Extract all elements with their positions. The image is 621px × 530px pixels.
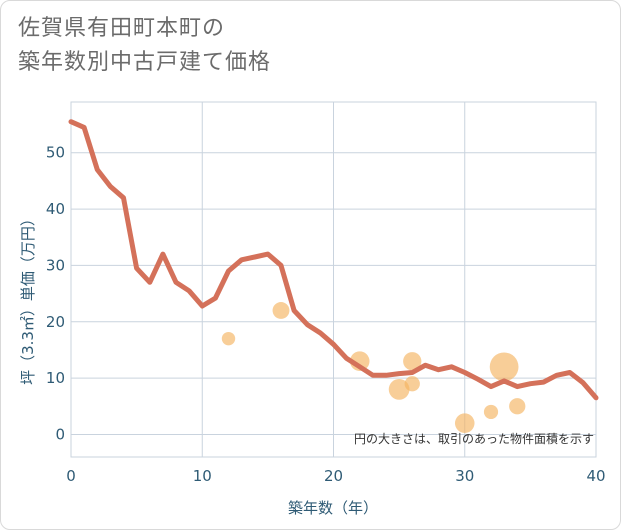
tick-labels: 0 10 20 30 40 0 10 20 30 40 50 [46, 144, 606, 485]
bubble-point [272, 302, 290, 319]
x-tick-label: 30 [455, 467, 474, 485]
title-line-2: 築年数別中古戸建て価格 [18, 50, 272, 75]
x-tick-label: 20 [324, 467, 343, 485]
bubble-point [483, 404, 499, 420]
bubble-point [221, 331, 236, 346]
price-line [68, 119, 599, 401]
bubble-point [388, 379, 410, 400]
y-tick-label: 10 [46, 369, 65, 387]
y-axis-label: 坪（3.3㎡）単価（万円） [19, 211, 37, 385]
bubble-point [404, 376, 420, 392]
size-note: 円の大きさは、取引のあった物件面積を示す [354, 431, 594, 446]
y-tick-label: 50 [46, 144, 65, 162]
y-tick-label: 0 [55, 425, 65, 443]
y-tick-label: 40 [46, 200, 65, 218]
grid-lines [71, 102, 596, 457]
x-tick-label: 0 [66, 467, 76, 485]
x-axis-label: 築年数（年） [288, 499, 378, 517]
title-line-1: 佐賀県有田町本町の [18, 16, 226, 41]
y-tick-label: 30 [46, 256, 65, 274]
line-series [68, 119, 599, 401]
x-tick-label: 40 [586, 467, 605, 485]
y-tick-label: 20 [46, 313, 65, 331]
x-tick-label: 10 [193, 467, 212, 485]
bubble-series [221, 302, 526, 433]
bubble-point [403, 352, 422, 371]
bubble-point [509, 398, 526, 415]
chart-title: 佐賀県有田町本町の 築年数別中古戸建て価格 [18, 12, 271, 80]
bubble-point [454, 413, 475, 433]
bubble-point [489, 352, 519, 382]
